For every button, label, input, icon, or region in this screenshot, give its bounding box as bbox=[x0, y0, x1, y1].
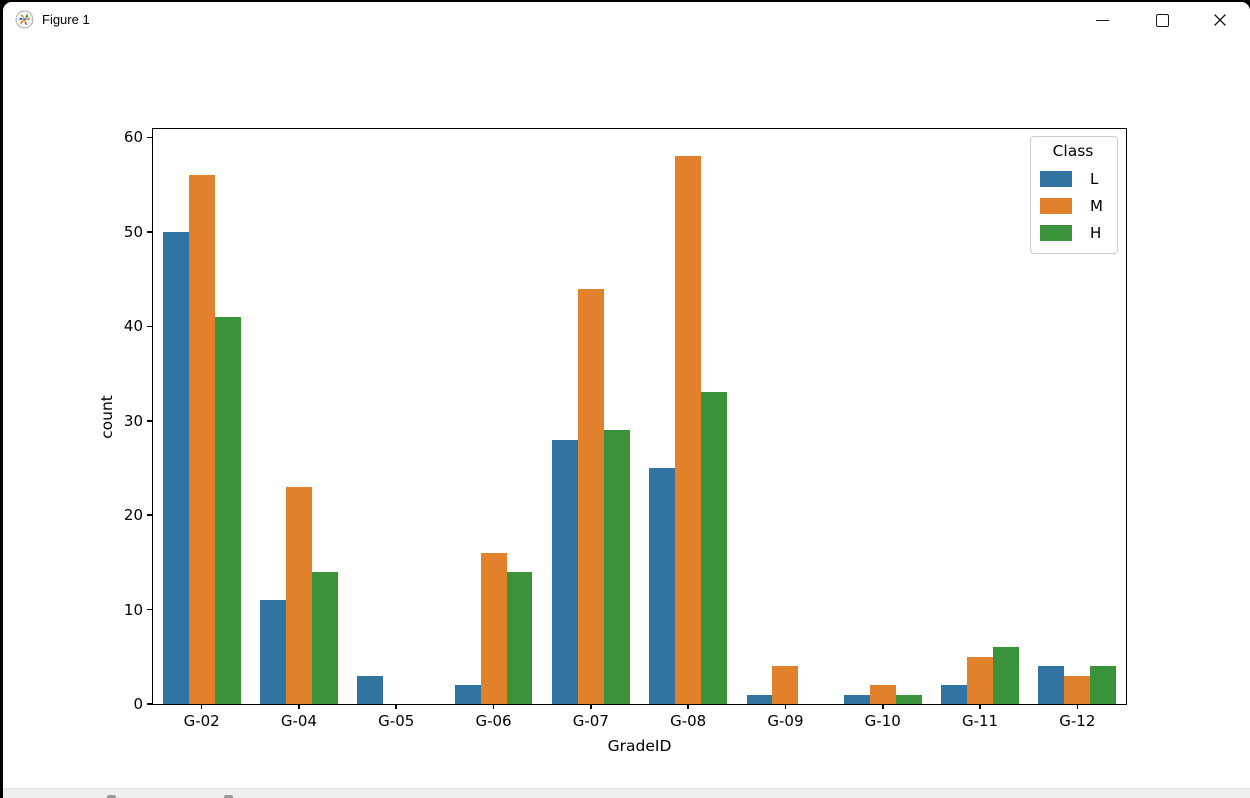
title-bar[interactable]: Figure 1 bbox=[3, 2, 1250, 38]
bar-H-G-06 bbox=[506, 571, 533, 704]
maximize-icon bbox=[1155, 13, 1169, 27]
y-tick bbox=[147, 608, 153, 611]
y-tick-label: 40 bbox=[123, 317, 143, 336]
y-tick bbox=[147, 703, 153, 705]
x-tick bbox=[784, 704, 787, 709]
bar-M-G-07 bbox=[577, 288, 604, 704]
x-tick bbox=[1076, 704, 1079, 709]
toolbar-button-partial[interactable] bbox=[107, 795, 116, 798]
legend-label: H bbox=[1090, 223, 1102, 242]
bar-H-G-12 bbox=[1090, 666, 1117, 704]
maximize-button[interactable] bbox=[1139, 4, 1185, 36]
y-tick-label: 10 bbox=[123, 600, 143, 619]
bar-L-G-07 bbox=[551, 439, 578, 704]
bar-L-G-11 bbox=[941, 685, 968, 704]
close-icon bbox=[1214, 14, 1226, 26]
minimize-icon bbox=[1095, 19, 1109, 21]
bar-H-G-04 bbox=[311, 571, 338, 704]
x-tick-label: G-04 bbox=[280, 712, 317, 730]
y-tick bbox=[147, 325, 153, 328]
x-tick bbox=[200, 704, 203, 709]
bar-H-G-02 bbox=[214, 316, 241, 704]
y-tick-label: 30 bbox=[123, 411, 143, 430]
bar-M-G-09 bbox=[772, 666, 799, 704]
legend-item-L: L bbox=[1040, 165, 1106, 192]
legend-label: L bbox=[1090, 169, 1099, 188]
legend-title: Class bbox=[1052, 142, 1094, 160]
legend-item-M: M bbox=[1040, 192, 1106, 219]
bar-L-G-06 bbox=[454, 685, 481, 704]
y-tick bbox=[147, 231, 153, 233]
bar-M-G-11 bbox=[967, 656, 993, 704]
x-tick-label: G-11 bbox=[961, 712, 999, 730]
x-axis-label: GradeID bbox=[607, 737, 672, 755]
x-tick-label: G-08 bbox=[670, 712, 707, 730]
x-tick-label: G-06 bbox=[475, 712, 512, 730]
x-tick-label: G-02 bbox=[183, 712, 220, 730]
x-tick bbox=[979, 704, 981, 709]
toolbar-button-partial[interactable] bbox=[224, 795, 233, 798]
x-tick-label: G-09 bbox=[767, 712, 804, 730]
bar-L-G-10 bbox=[843, 694, 870, 704]
bar-M-G-10 bbox=[869, 685, 896, 704]
y-tick-label: 60 bbox=[123, 128, 143, 147]
bar-L-G-04 bbox=[260, 600, 286, 704]
x-tick bbox=[881, 704, 884, 709]
y-tick bbox=[147, 419, 153, 422]
x-tick bbox=[590, 704, 592, 709]
legend-item-H: H bbox=[1040, 219, 1106, 246]
bar-M-G-08 bbox=[675, 156, 702, 704]
x-tick bbox=[298, 704, 300, 709]
bar-L-G-08 bbox=[649, 467, 676, 704]
bar-L-G-05 bbox=[357, 675, 384, 704]
y-tick-label: 50 bbox=[123, 222, 143, 241]
y-axis-label: count bbox=[98, 394, 116, 439]
x-tick-label: G-10 bbox=[864, 712, 901, 730]
y-tick-label: 0 bbox=[133, 695, 143, 713]
y-tick bbox=[147, 136, 153, 139]
close-button[interactable] bbox=[1197, 4, 1243, 36]
bar-L-G-02 bbox=[162, 231, 189, 704]
legend-label: M bbox=[1090, 196, 1103, 215]
bar-H-G-07 bbox=[603, 430, 630, 704]
bar-M-G-02 bbox=[188, 175, 215, 704]
navigation-toolbar[interactable] bbox=[3, 788, 1250, 798]
window-title: Figure 1 bbox=[42, 12, 90, 27]
legend-swatch-M bbox=[1040, 197, 1072, 214]
x-tick bbox=[492, 704, 495, 709]
y-tick bbox=[147, 514, 153, 516]
x-tick-label: G-12 bbox=[1059, 712, 1096, 730]
bar-H-G-10 bbox=[895, 694, 922, 704]
x-tick bbox=[395, 704, 398, 709]
y-tick-label: 20 bbox=[123, 506, 143, 525]
bar-M-G-12 bbox=[1064, 675, 1091, 704]
bar-M-G-04 bbox=[285, 486, 312, 704]
legend-swatch-H bbox=[1040, 224, 1072, 241]
matplotlib-logo-icon bbox=[15, 10, 34, 29]
x-tick bbox=[687, 704, 689, 709]
x-tick-label: G-05 bbox=[378, 712, 415, 730]
bar-M-G-06 bbox=[480, 552, 507, 704]
bar-L-G-12 bbox=[1038, 666, 1065, 704]
minimize-button[interactable] bbox=[1079, 4, 1125, 36]
legend-swatch-L bbox=[1040, 170, 1072, 187]
bar-L-G-09 bbox=[746, 694, 773, 704]
bar-H-G-11 bbox=[993, 647, 1019, 704]
bar-H-G-08 bbox=[701, 392, 728, 704]
x-tick-label: G-07 bbox=[572, 712, 609, 730]
